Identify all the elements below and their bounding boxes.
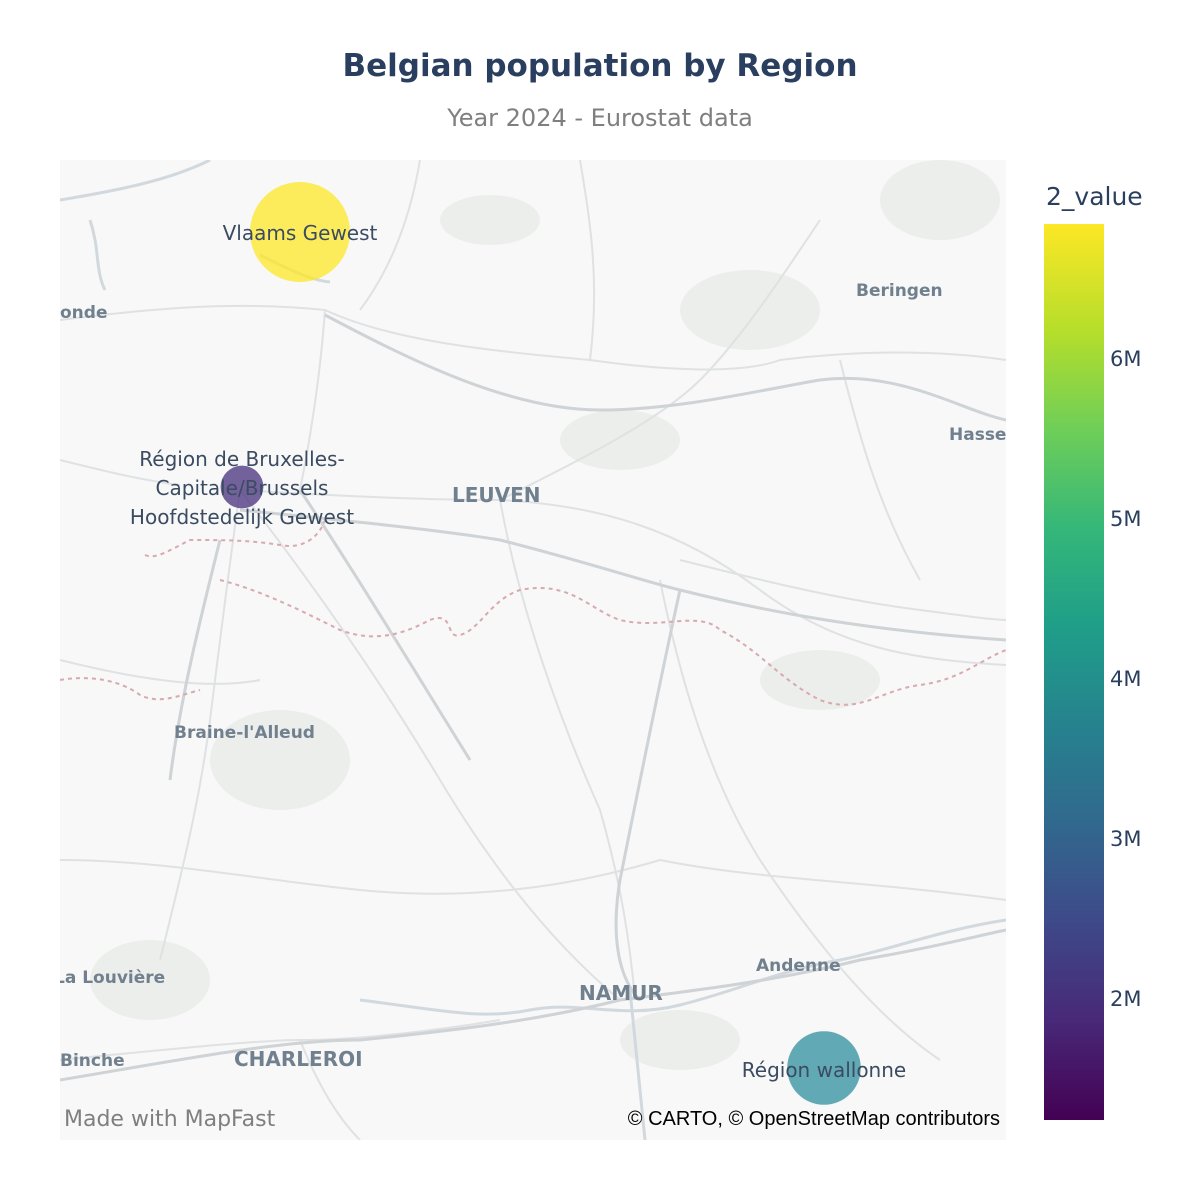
marker-bruxelles[interactable]: [220, 465, 264, 509]
marker-label-bruxelles-line-2: Capitale/Brussels: [156, 476, 329, 500]
colorbar-title: 2_value: [1046, 182, 1143, 211]
regional-border: [144, 519, 1006, 706]
rivers: [60, 160, 1006, 1140]
colorbar-tick-label: 2M: [1110, 987, 1142, 1011]
colorbar: [1044, 224, 1104, 1120]
place-label: Andenne: [756, 956, 841, 976]
place-label: NAMUR: [579, 981, 663, 1005]
map-area[interactable]: onde Beringen Hasse LEUVEN Braine-l'Alle…: [60, 160, 1006, 1140]
place-label: Binche: [60, 1051, 125, 1071]
marker-region-wallonne[interactable]: [787, 1031, 861, 1105]
place-label: La Louvière: [60, 968, 165, 988]
map-attribution[interactable]: © CARTO, © OpenStreetMap contributors: [627, 1108, 1000, 1130]
marker-vlaams-gewest[interactable]: [250, 182, 350, 282]
marker-label-bruxelles-line-1: Région de Bruxelles-: [139, 447, 344, 471]
colorbar-tick-label: 6M: [1110, 347, 1142, 371]
made-with-credit: Made with MapFast: [64, 1107, 276, 1132]
motorways: [60, 313, 1006, 1082]
marker-label-bruxelles-line-3: Hoofdstedelijk Gewest: [130, 505, 354, 529]
map-title: Belgian population by Region: [342, 48, 858, 84]
map-subtitle: Year 2024 - Eurostat data: [447, 104, 753, 132]
colorbar-tick-label: 5M: [1110, 507, 1142, 531]
forest-areas: [90, 160, 1000, 1070]
place-label: onde: [60, 303, 107, 323]
place-label: Braine-l'Alleud: [174, 723, 315, 743]
place-label: Beringen: [856, 281, 943, 301]
colorbar-tick-label: 4M: [1110, 667, 1142, 691]
place-label: LEUVEN: [452, 483, 541, 507]
place-label: CHARLEROI: [234, 1047, 363, 1071]
marker-label-vlaams-gewest: Vlaams Gewest: [223, 221, 378, 245]
road-network: [60, 160, 1006, 1140]
colorbar-tick-label: 3M: [1110, 827, 1142, 851]
place-label: Hasse: [949, 425, 1006, 445]
base-map: onde Beringen Hasse LEUVEN Braine-l'Alle…: [60, 160, 1006, 1140]
marker-label-region-wallonne: Région wallonne: [742, 1058, 906, 1082]
